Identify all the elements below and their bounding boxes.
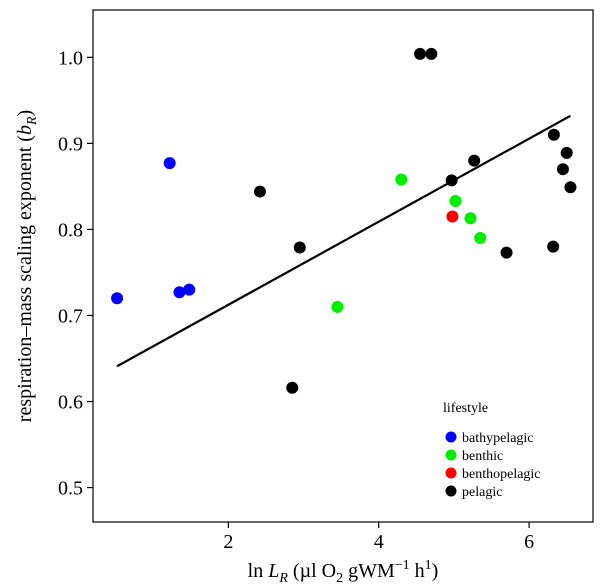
fit-line <box>116 114 571 368</box>
data-points <box>111 47 577 394</box>
regression-line-group <box>116 114 571 368</box>
legend-marker-bathypelagic <box>445 431 457 443</box>
point-pelagic <box>293 241 306 254</box>
y-axis-title: respiration–mass scaling exponent (bR) <box>14 110 40 422</box>
legend-label-bathypelagic: bathypelagic <box>462 431 534 446</box>
point-pelagic <box>564 181 577 194</box>
point-pelagic <box>468 154 481 167</box>
point-bathypelagic <box>163 157 176 170</box>
y-tick-label: 0.6 <box>58 392 83 414</box>
point-bathypelagic <box>183 283 196 296</box>
axis-ticks: 2 4 6 0.5 0.6 0.7 0.8 0.9 1.0 <box>58 47 534 553</box>
legend-label-pelagic: pelagic <box>462 485 502 500</box>
x-tick-label: 4 <box>374 531 384 553</box>
x-tick-label: 2 <box>223 531 233 553</box>
legend-marker-benthopelagic <box>445 467 457 479</box>
legend-label-benthic: benthic <box>462 449 503 464</box>
legend-title: lifestyle <box>443 401 488 416</box>
plot-frame <box>92 9 594 523</box>
point-benthic <box>464 212 477 225</box>
y-tick-label: 0.5 <box>58 478 83 500</box>
point-pelagic <box>445 174 458 187</box>
x-axis-title: ln LR (µl O2 gWM−1 h1) <box>248 558 439 586</box>
y-tick-label: 1.0 <box>58 47 83 69</box>
y-tick-label: 0.8 <box>58 219 83 241</box>
point-pelagic <box>547 240 560 253</box>
point-benthopelagic <box>446 210 459 223</box>
legend-label-benthopelagic: benthopelagic <box>462 467 541 482</box>
legend: lifestyle bathypelagic benthic benthopelagi… <box>443 401 541 500</box>
legend-marker-benthic <box>445 449 457 461</box>
point-pelagic <box>414 47 427 60</box>
point-pelagic <box>500 246 513 259</box>
point-benthic <box>395 173 408 186</box>
y-tick-label: 0.9 <box>58 133 83 155</box>
legend-marker-pelagic <box>445 485 457 497</box>
point-pelagic <box>253 185 266 198</box>
y-tick-label: 0.7 <box>58 305 83 327</box>
point-bathypelagic <box>111 292 124 305</box>
point-pelagic <box>556 163 569 176</box>
point-pelagic <box>286 381 299 394</box>
point-pelagic <box>560 146 573 159</box>
point-benthic <box>449 195 462 208</box>
point-bathypelagic <box>173 286 186 299</box>
point-benthic <box>331 300 344 313</box>
point-pelagic <box>425 47 438 60</box>
point-pelagic <box>547 128 560 141</box>
x-tick-label: 6 <box>524 531 534 553</box>
point-benthic <box>474 232 487 245</box>
